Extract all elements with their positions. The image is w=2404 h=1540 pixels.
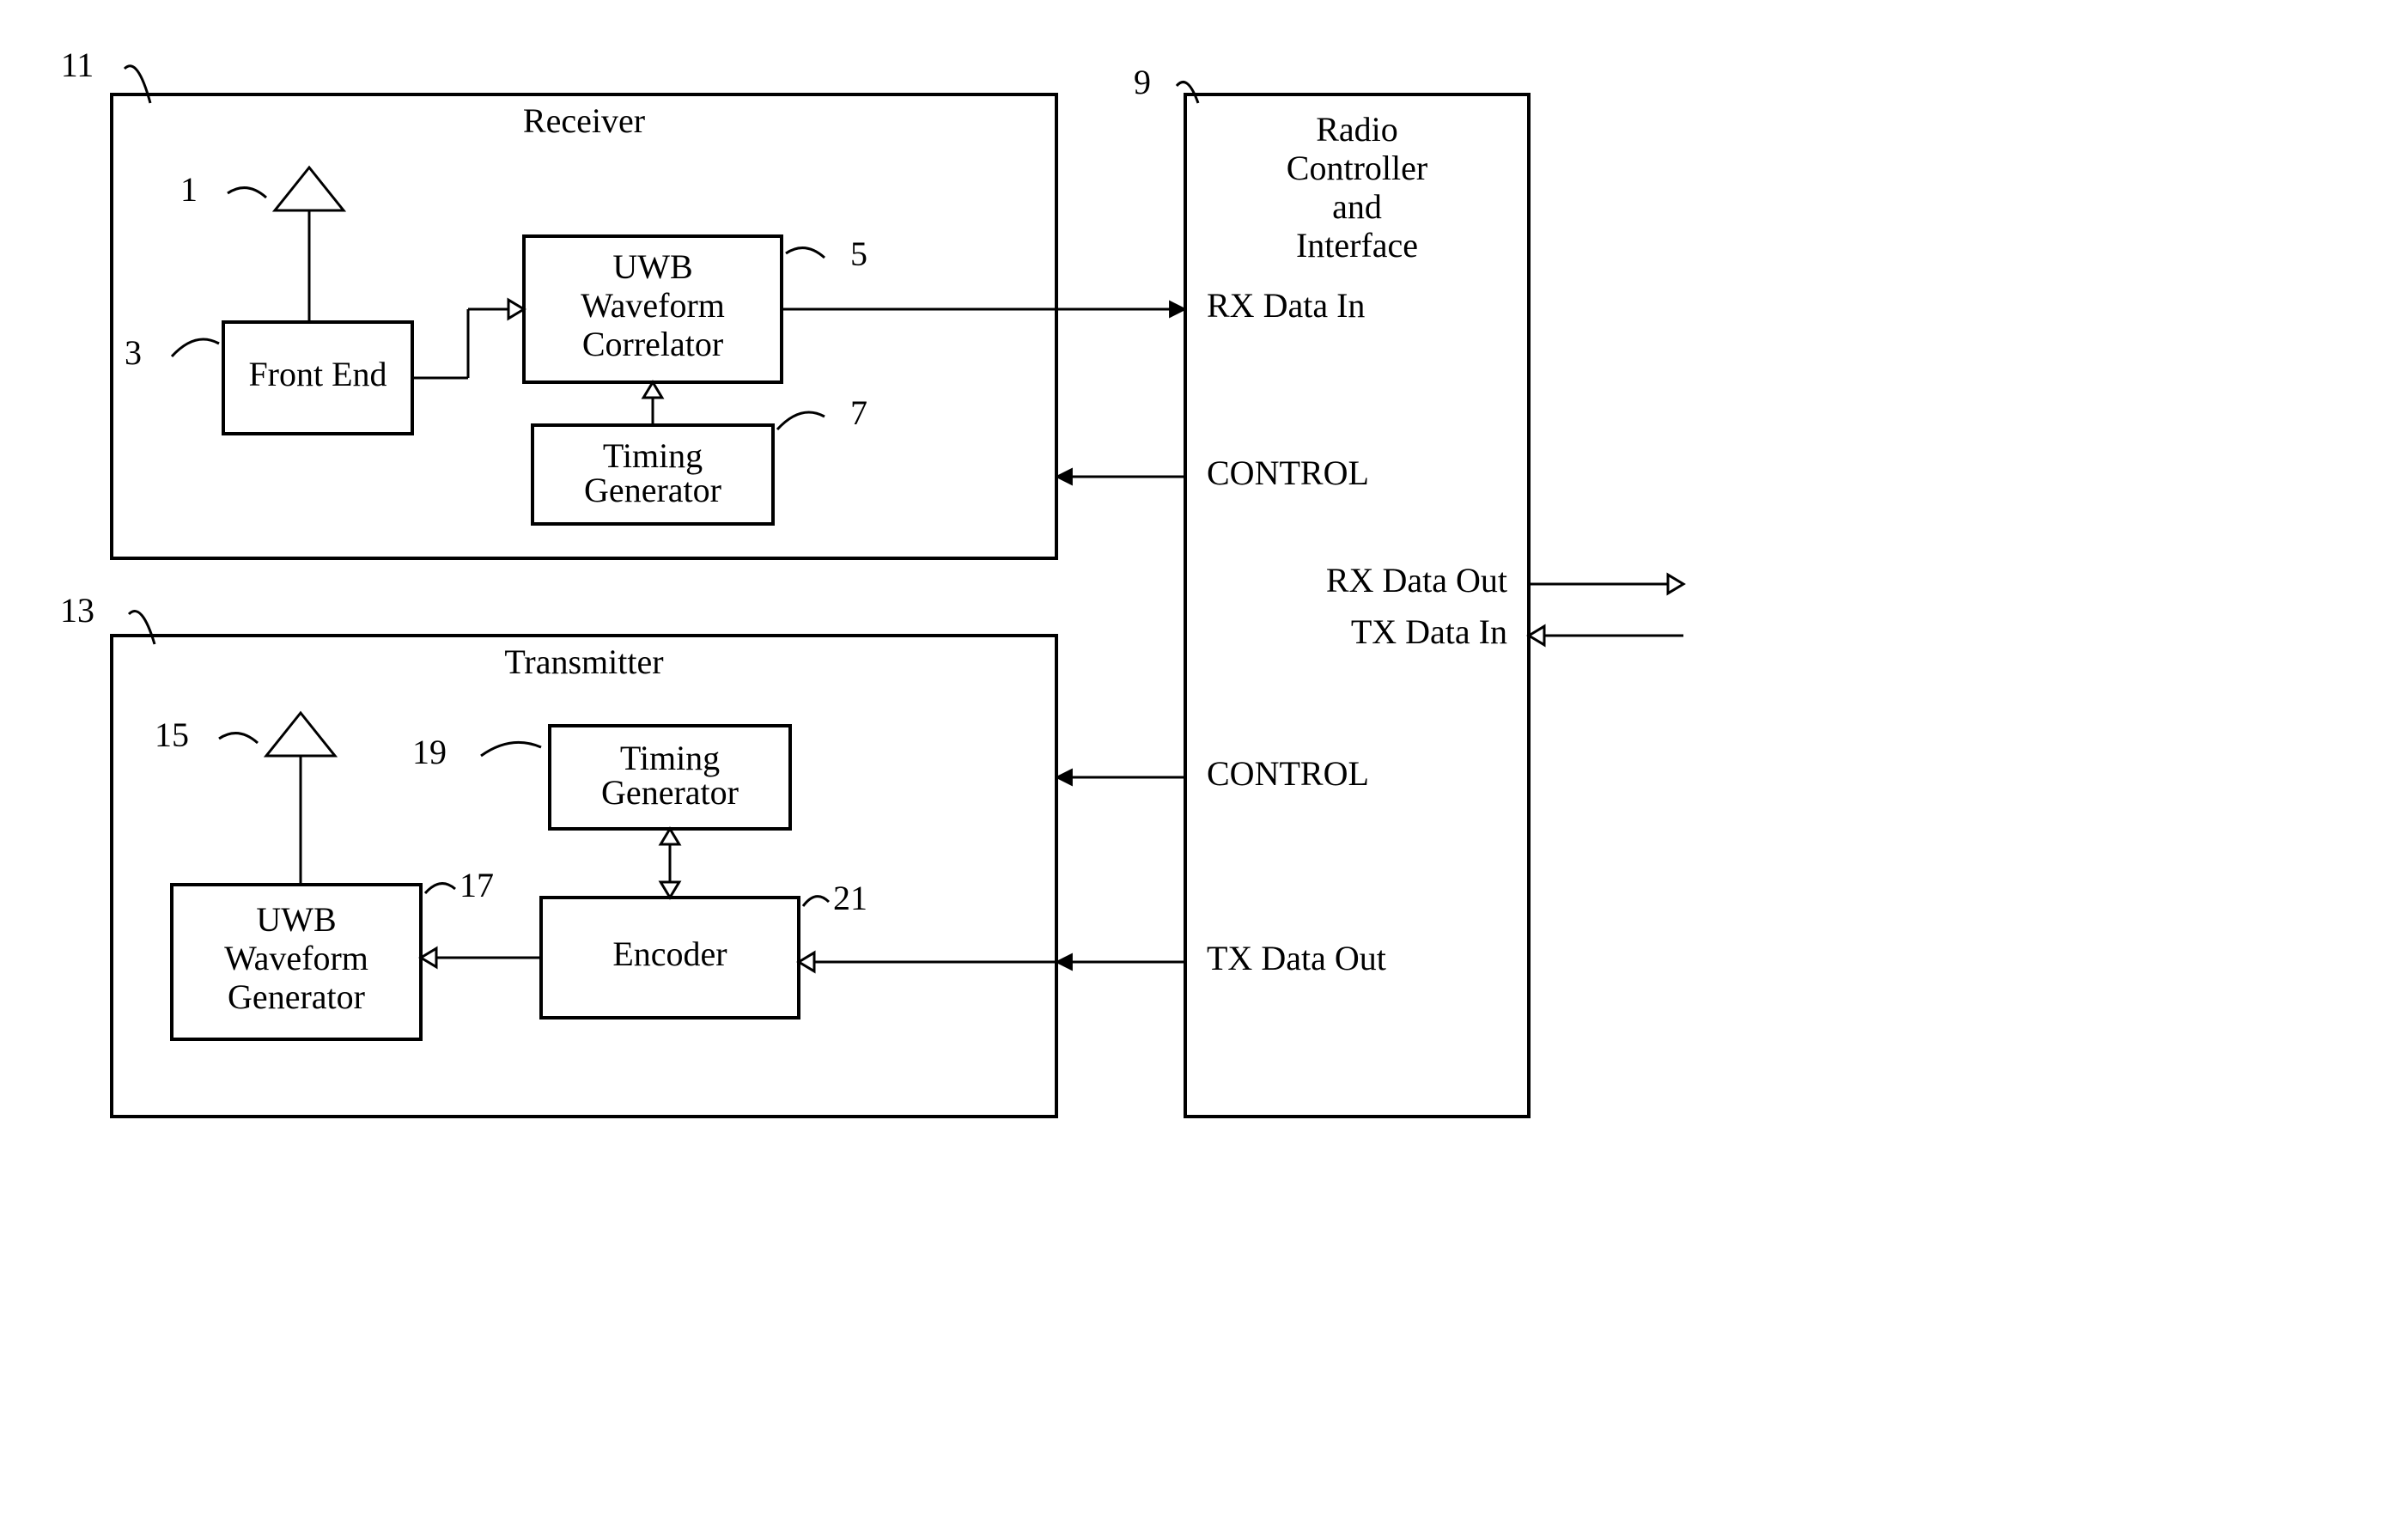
encoder-label: Encoder xyxy=(612,934,727,973)
ref-15: 15 xyxy=(155,715,189,754)
ref-1: 1 xyxy=(180,170,198,209)
label: Waveform xyxy=(224,939,368,977)
tx-data-out-label: TX Data Out xyxy=(1207,939,1386,977)
controller-title: Radio xyxy=(1316,110,1398,149)
control-tx-label: CONTROL xyxy=(1207,754,1369,793)
label: Generator xyxy=(584,471,721,509)
front-end-label: Front End xyxy=(248,355,386,393)
label: Controller xyxy=(1287,149,1427,187)
receiver-title: Receiver xyxy=(523,101,645,140)
label: Interface xyxy=(1296,226,1418,265)
rx-data-out-label: RX Data Out xyxy=(1326,561,1507,600)
ref-3: 3 xyxy=(125,333,142,372)
ref-21: 21 xyxy=(833,879,867,917)
label: Waveform xyxy=(581,286,725,325)
label: UWB xyxy=(256,900,336,939)
ref-17: 17 xyxy=(459,866,494,904)
ref-13: 13 xyxy=(60,591,94,630)
label: and xyxy=(1332,187,1382,226)
control-rx-label: CONTROL xyxy=(1207,453,1369,492)
label: Correlator xyxy=(582,325,723,363)
transmitter-box xyxy=(112,636,1056,1117)
label: Generator xyxy=(228,977,365,1016)
label: UWB xyxy=(612,247,692,286)
ref-5: 5 xyxy=(850,234,867,273)
rx-data-in-label: RX Data In xyxy=(1207,286,1365,325)
ref-7: 7 xyxy=(850,393,867,432)
ref-19: 19 xyxy=(412,733,447,771)
label: Timing xyxy=(620,739,720,777)
label: Generator xyxy=(601,773,739,812)
label: Timing xyxy=(603,436,703,475)
ref-11: 11 xyxy=(61,46,94,84)
transmitter-title: Transmitter xyxy=(504,642,663,681)
tx-data-in-label: TX Data In xyxy=(1351,612,1507,651)
ref-9: 9 xyxy=(1134,63,1151,101)
